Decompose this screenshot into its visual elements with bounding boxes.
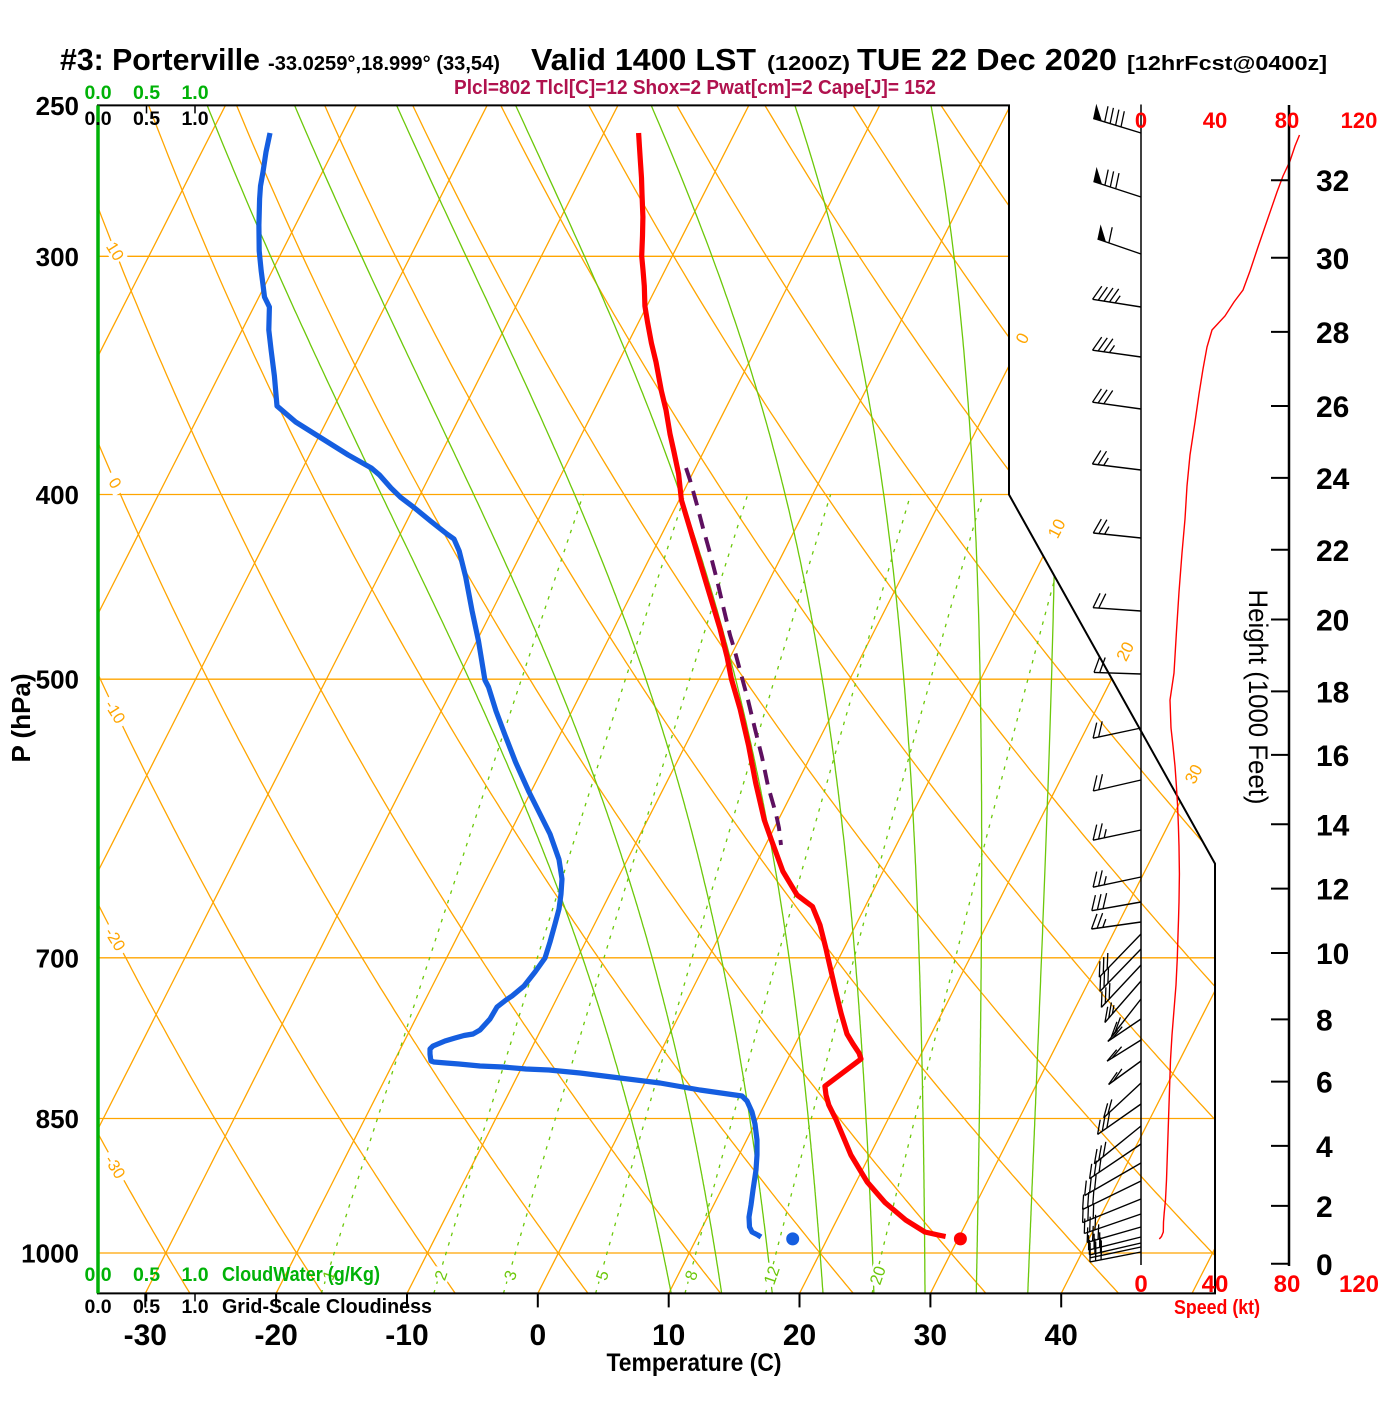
svg-text:30: 30 (1316, 243, 1349, 276)
svg-text:16: 16 (1316, 740, 1349, 773)
svg-text:20: 20 (867, 1264, 890, 1287)
svg-text:12: 12 (1316, 874, 1349, 907)
svg-text:-10: -10 (385, 1319, 428, 1352)
svg-text:4: 4 (1316, 1131, 1333, 1164)
svg-text:26: 26 (1316, 391, 1349, 424)
svg-text:(1200Z): (1200Z) (767, 53, 850, 75)
svg-text:P (hPa): P (hPa) (6, 673, 36, 762)
svg-text:#3: Porterville: #3: Porterville (60, 42, 260, 77)
svg-text:6: 6 (1316, 1067, 1333, 1100)
svg-text:40: 40 (1203, 108, 1227, 133)
svg-text:32: 32 (1316, 165, 1349, 198)
svg-text:120: 120 (1341, 108, 1378, 133)
svg-text:-30: -30 (124, 1319, 167, 1352)
svg-text:40: 40 (1202, 1271, 1229, 1298)
svg-text:Temperature (C): Temperature (C) (607, 1349, 782, 1377)
svg-text:0.0: 0.0 (84, 1296, 111, 1318)
svg-text:22: 22 (1316, 535, 1349, 568)
svg-text:18: 18 (1316, 676, 1349, 709)
svg-text:0.5: 0.5 (133, 1296, 160, 1318)
svg-text:2: 2 (1316, 1191, 1333, 1224)
svg-text:TUE 22 Dec 2020: TUE 22 Dec 2020 (857, 42, 1117, 77)
svg-text:300: 300 (36, 242, 79, 272)
svg-text:80: 80 (1275, 108, 1299, 133)
svg-text:20: 20 (783, 1319, 816, 1352)
svg-text:0.0: 0.0 (84, 108, 111, 130)
svg-text:700: 700 (36, 943, 79, 973)
svg-text:0: 0 (529, 1319, 546, 1352)
svg-text:30: 30 (914, 1319, 947, 1352)
svg-text:-33.0259°,18.999° (33,54): -33.0259°,18.999° (33,54) (268, 53, 500, 75)
svg-text:-20: -20 (254, 1319, 297, 1352)
svg-text:0.5: 0.5 (133, 1264, 160, 1286)
svg-text:500: 500 (36, 665, 79, 695)
svg-text:12: 12 (761, 1264, 784, 1287)
svg-text:10: 10 (652, 1319, 685, 1352)
svg-text:CloudWater (g/Kg): CloudWater (g/Kg) (222, 1264, 380, 1286)
svg-text:Plcl=802 Tlcl[C]=12 Shox=2 Pwa: Plcl=802 Tlcl[C]=12 Shox=2 Pwat[cm]=2 Ca… (454, 77, 936, 99)
svg-text:10: 10 (1316, 938, 1349, 971)
svg-text:0.5: 0.5 (133, 108, 160, 130)
svg-text:0.0: 0.0 (84, 1264, 111, 1286)
svg-text:80: 80 (1274, 1271, 1301, 1298)
svg-text:Valid 1400 LST: Valid 1400 LST (531, 42, 756, 77)
svg-text:0: 0 (1316, 1249, 1333, 1282)
svg-text:[12hrFcst@0400z]: [12hrFcst@0400z] (1127, 53, 1327, 75)
svg-text:8: 8 (1316, 1004, 1333, 1037)
svg-text:400: 400 (36, 480, 79, 510)
svg-text:0.0: 0.0 (84, 82, 111, 104)
svg-text:0: 0 (1134, 1271, 1147, 1298)
svg-text:Speed (kt): Speed (kt) (1174, 1297, 1260, 1319)
svg-text:24: 24 (1316, 463, 1350, 496)
svg-text:1000: 1000 (21, 1239, 79, 1269)
svg-text:0.5: 0.5 (133, 82, 160, 104)
svg-text:40: 40 (1045, 1319, 1078, 1352)
svg-text:1.0: 1.0 (181, 1296, 208, 1318)
svg-text:120: 120 (1339, 1271, 1379, 1298)
svg-text:1.0: 1.0 (181, 1264, 208, 1286)
svg-text:1.0: 1.0 (181, 108, 208, 130)
svg-text:1.0: 1.0 (181, 82, 208, 104)
svg-text:Height (1000 Feet): Height (1000 Feet) (1243, 590, 1273, 805)
svg-text:0: 0 (1135, 108, 1147, 133)
svg-text:20: 20 (1316, 605, 1349, 638)
svg-text:14: 14 (1316, 809, 1350, 842)
svg-text:850: 850 (36, 1104, 79, 1134)
svg-text:28: 28 (1316, 317, 1349, 350)
svg-text:Grid-Scale Cloudiness: Grid-Scale Cloudiness (222, 1296, 432, 1318)
svg-text:250: 250 (36, 91, 79, 121)
